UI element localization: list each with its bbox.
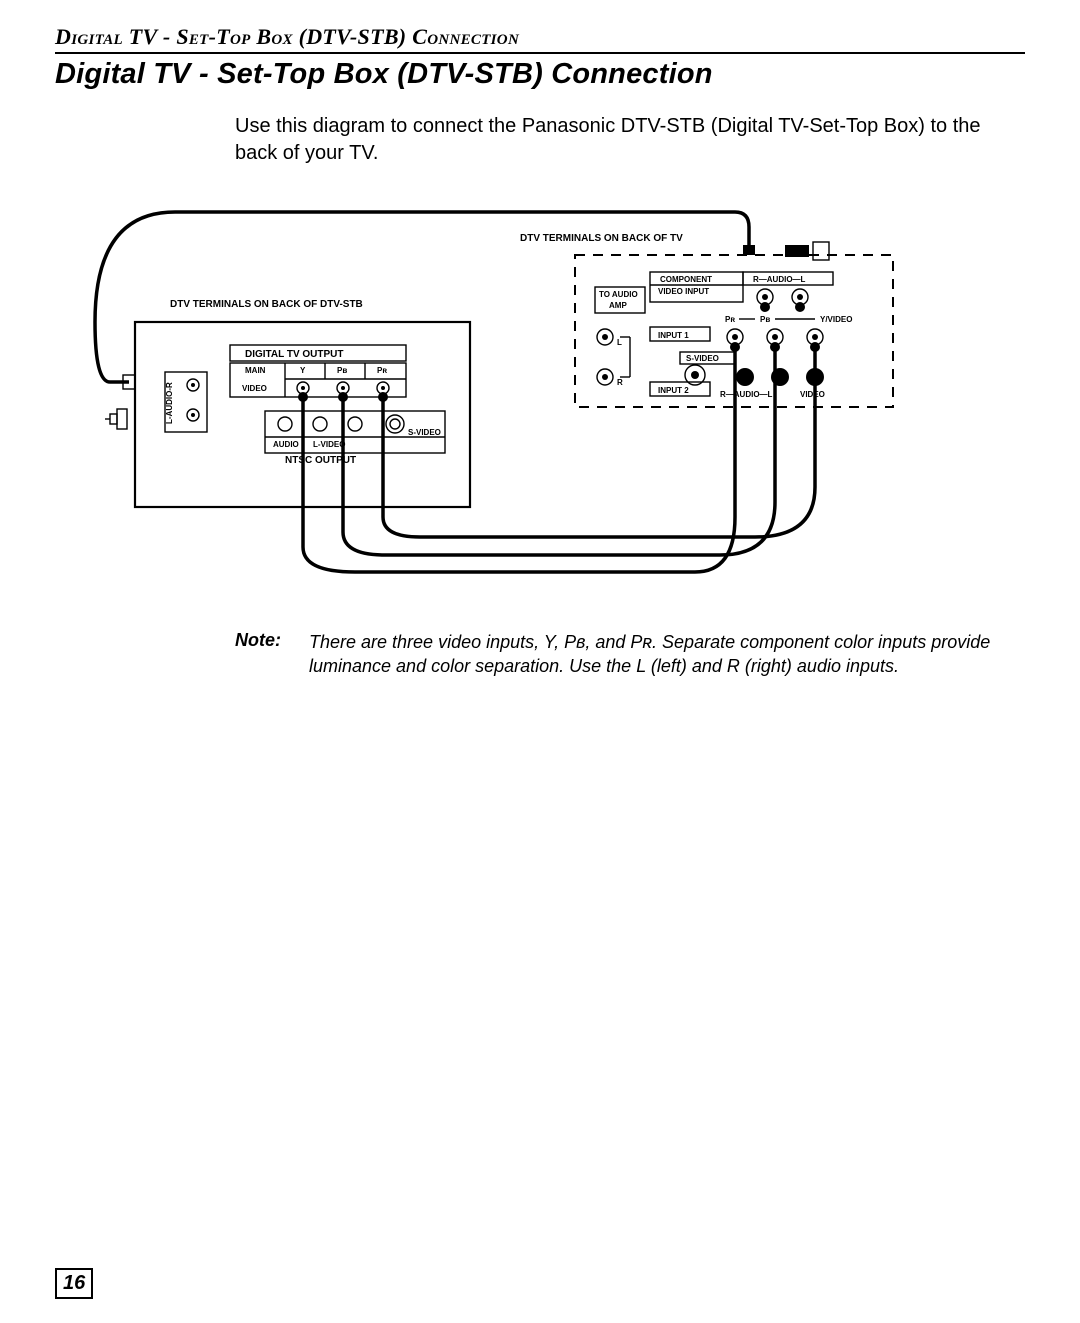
audio-r-suffix: R [617, 378, 623, 387]
component-label: COMPONENT [660, 275, 712, 284]
note-label: Note: [235, 630, 281, 679]
page-title: Digital TV - Set-Top Box (DTV-STB) Conne… [55, 58, 1025, 91]
ntsc-svideo: S-VIDEO [408, 428, 441, 437]
amp-label: AMP [609, 301, 627, 310]
tv-pb: Pʙ [760, 315, 770, 324]
connection-diagram: DTV TERMINALS ON BACK OF DTV-STB DIGITAL… [55, 187, 1025, 612]
page-number: 16 [55, 1268, 93, 1299]
note-body: There are three video inputs, Y, Pʙ, and… [309, 630, 1005, 679]
note-row: Note: There are three video inputs, Y, P… [235, 630, 1005, 679]
r-audio-l-tv: R—AUDIO—L [753, 275, 806, 284]
l-audio-r-label: L-AUDIO-R [165, 382, 174, 424]
pr-label: Pʀ [377, 366, 387, 375]
tv-svideo-label: S-VIDEO [686, 354, 719, 363]
tv-r-audio-l2: R—AUDIO—L [720, 390, 773, 399]
tv-pr: Pʀ [725, 315, 735, 324]
ntsc-output-label: NTSC OUTPUT [285, 455, 356, 466]
intro-paragraph: Use this diagram to connect the Panasoni… [235, 113, 1005, 167]
ntsc-audio: AUDIO [273, 440, 299, 449]
digital-tv-output-label: DIGITAL TV OUTPUT [245, 349, 344, 360]
tv-yvideo: Y/VIDEO [820, 315, 852, 324]
diagram-svg: DTV TERMINALS ON BACK OF DTV-STB DIGITAL… [55, 187, 955, 607]
pb-label: Pʙ [337, 366, 347, 375]
y-label: Y [300, 366, 306, 375]
input1-label: INPUT 1 [658, 331, 689, 340]
ntsc-lvideo: L-VIDEO [313, 440, 345, 449]
video-input-label: VIDEO INPUT [658, 287, 709, 296]
tv-title: DTV TERMINALS ON BACK OF TV [520, 233, 683, 244]
to-audio-label: TO AUDIO [599, 290, 638, 299]
tv-video2: VIDEO [800, 390, 825, 399]
stb-title: DTV TERMINALS ON BACK OF DTV-STB [170, 299, 363, 310]
running-header: Digital TV - Set-Top Box (DTV-STB) Conne… [55, 24, 1025, 54]
main-label: MAIN [245, 366, 266, 375]
audio-l-suffix: L [617, 338, 622, 347]
video-label: VIDEO [242, 384, 267, 393]
input2-label: INPUT 2 [658, 386, 689, 395]
page: Digital TV - Set-Top Box (DTV-STB) Conne… [0, 0, 1080, 1323]
